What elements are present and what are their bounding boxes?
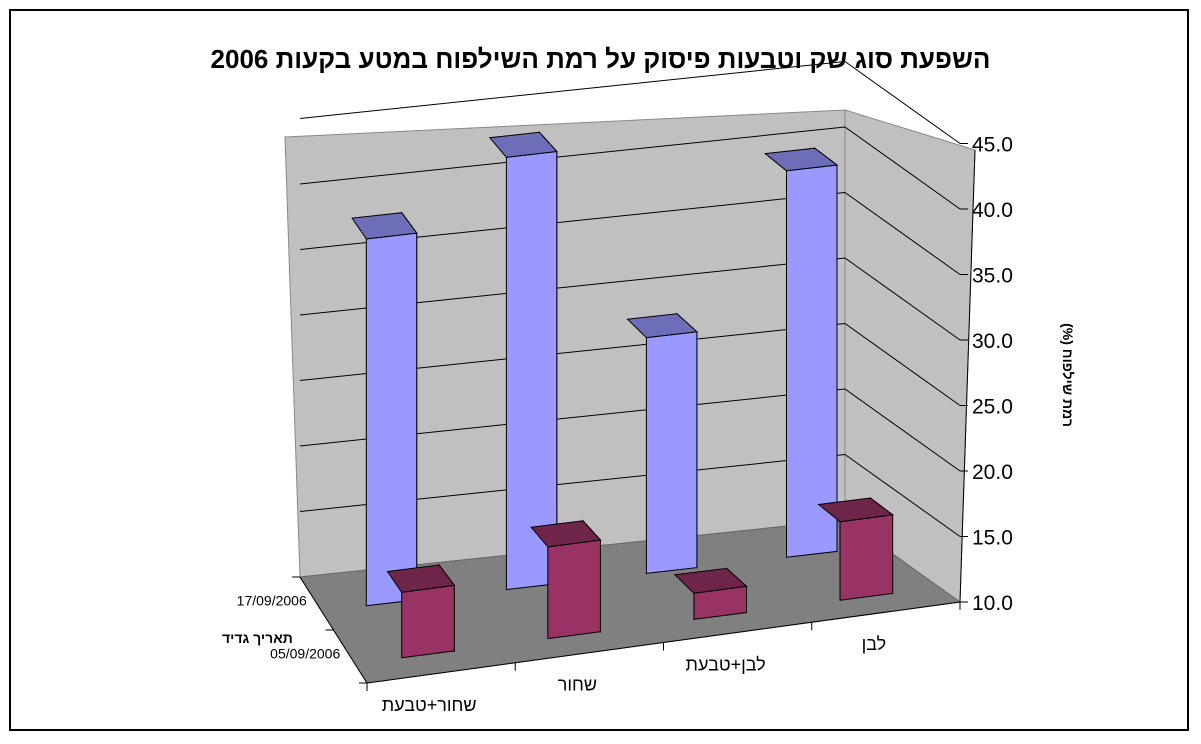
y-tick-label: 40.0 (972, 199, 1013, 222)
category-labels: שחור+טבעת שחור לבן+טבעת לבן (382, 634, 887, 715)
chart-title: השפעת סוג שק וטבעות פיסוק על רמת השילפוח… (210, 44, 991, 74)
bar-front (839, 514, 894, 601)
y-tick-label: 20.0 (972, 461, 1013, 484)
bar (530, 519, 602, 640)
category-label: שחור (558, 675, 597, 695)
bar (763, 147, 839, 558)
bar-front (505, 150, 558, 591)
bar-top (488, 131, 558, 158)
bar (488, 131, 558, 591)
x-axis-tick-marks (366, 602, 961, 691)
y-axis-tick-labels: 10.0 15.0 20.0 25.0 30.0 35.0 40.0 45.0 (972, 134, 1013, 616)
gridline (299, 257, 961, 341)
series-label: 05/09/2006 (270, 645, 340, 661)
series-back-bars (351, 131, 839, 607)
bar-front (786, 164, 838, 558)
y-tick-label: 45.0 (972, 134, 1013, 157)
y-axis-title: רמת שילפוח (%) (1060, 323, 1076, 427)
gridline (299, 322, 961, 406)
gridline (299, 191, 961, 275)
bar (351, 211, 418, 607)
bar-front (547, 539, 601, 640)
y-tick-label: 35.0 (972, 265, 1013, 288)
gridlines (299, 60, 961, 537)
series-labels: 17/09/2006 05/09/2006 (237, 592, 341, 661)
depth-axis-tick-marks (292, 576, 367, 684)
bar-top (626, 313, 699, 339)
bar-top (530, 520, 602, 548)
gridline (299, 126, 961, 210)
chart-frame (9, 9, 1189, 731)
gridline (299, 60, 961, 144)
category-label: לבן+טבעת (686, 654, 766, 674)
y-tick-label: 10.0 (972, 592, 1013, 615)
bar-top (351, 212, 418, 240)
bar-top (673, 567, 748, 594)
bar-front (645, 331, 698, 574)
y-axis-line (959, 149, 976, 603)
series-front-bars (386, 496, 894, 659)
series-label: 17/09/2006 (237, 592, 307, 608)
category-label: שחור+טבעת (382, 695, 477, 715)
bar-front (365, 232, 418, 607)
bar (817, 496, 894, 601)
y-tick-label: 30.0 (972, 330, 1013, 353)
bar-top (386, 564, 456, 593)
bar-top (763, 147, 839, 172)
y-tick-label: 15.0 (972, 527, 1013, 550)
gridline (299, 388, 961, 472)
category-label: לבן (862, 634, 887, 654)
y-tick-label: 25.0 (972, 396, 1013, 419)
bar (673, 567, 748, 620)
bar (626, 312, 699, 574)
bar-top (817, 497, 894, 523)
depth-axis-title: תאריך גדיד (222, 630, 293, 646)
bar (386, 563, 456, 659)
gridline (299, 453, 961, 537)
bar-front (401, 584, 455, 659)
